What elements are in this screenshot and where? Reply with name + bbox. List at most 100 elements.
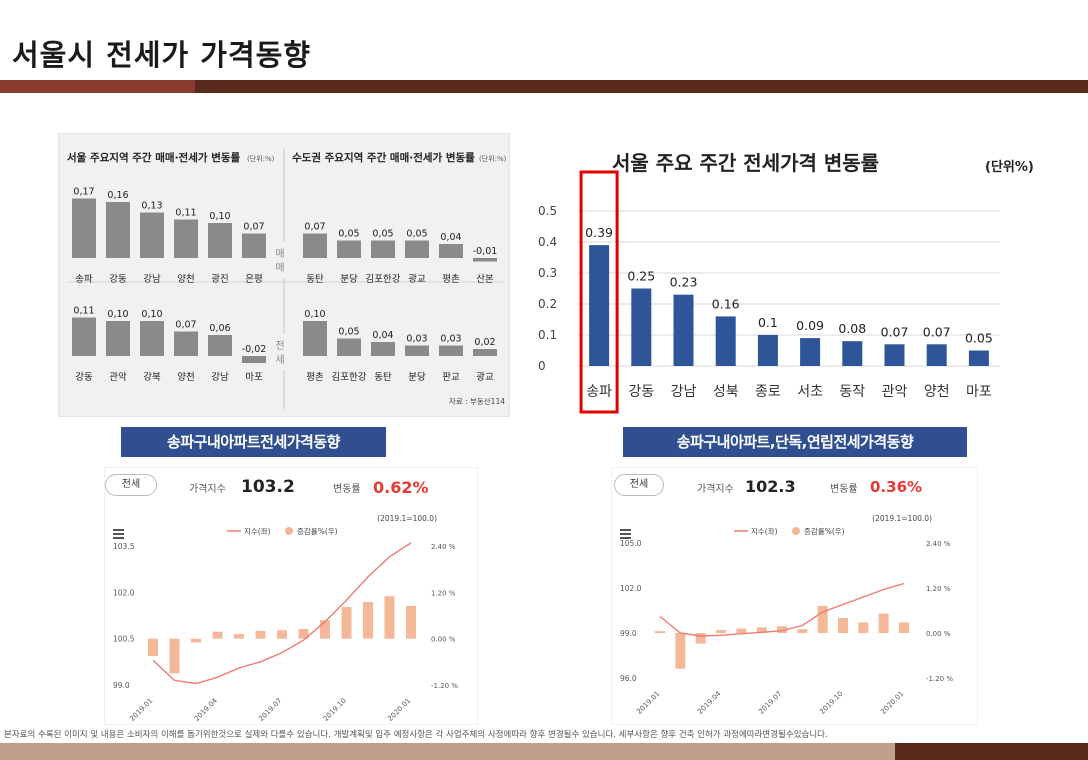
news-category-label: 광교: [408, 273, 426, 285]
bar: [631, 288, 652, 366]
data-label: 0.1: [758, 315, 778, 330]
main-bar-chart: 서울 주요 주간 전세가격 변동률 (단위%) 0 0.1 0.2 0.3 0.4 0.5 0.…: [538, 151, 1034, 414]
y-right-tick: 0.00 %: [431, 636, 456, 644]
news-bar: [106, 321, 130, 356]
news-category-label: 강남: [143, 274, 161, 285]
base-note: (2019.1=100.0): [377, 514, 437, 523]
rate-bar: [838, 618, 848, 633]
y-right-tick: 2.40 %: [431, 543, 456, 551]
rate-bar: [148, 638, 158, 657]
y-left-tick: 102.0: [113, 588, 135, 597]
news-value-label: 0,03: [440, 334, 461, 345]
news-value-label: 0,10: [141, 309, 162, 320]
disclaimer-text: 본자료의 수록된 이미지 및 내용은 소비자의 이해를 돕기위한것으로 실제와 …: [4, 730, 828, 740]
rate-bar: [777, 626, 787, 633]
y-left-tick: 96.0: [620, 674, 637, 683]
category-label: 송파: [586, 384, 612, 400]
main-chart-title: 서울 주요 주간 전세가격 변동률: [612, 151, 879, 175]
y-right-tick: 1.20 %: [926, 585, 951, 593]
rate-bar: [341, 607, 352, 639]
x-tick-label: 2019.07: [757, 690, 783, 716]
news-bar: [337, 240, 361, 258]
news-tag-bg: [267, 242, 293, 278]
rate-bar: [716, 630, 726, 633]
menu-icon[interactable]: [113, 529, 124, 539]
legend-bar-swatch: [285, 527, 293, 535]
news-category-label: 김포한강: [332, 371, 367, 383]
index-label: 가격지수: [697, 484, 734, 495]
news-category-label: 강동: [109, 274, 127, 285]
bar: [589, 245, 610, 366]
x-tick-label: 2019.04: [696, 689, 723, 716]
x-tick-label: 2019.07: [257, 697, 283, 723]
news-left-title: 서울 주요지역 주간 매매·전세가 변동률: [67, 151, 241, 164]
news-value-label: 0,04: [372, 330, 393, 341]
y-right-tick: 2.40 %: [926, 540, 951, 548]
news-category-label: 송파: [75, 274, 93, 285]
news-bar: [303, 321, 327, 356]
news-category-label: 강북: [143, 372, 161, 383]
news-value-label: 0,07: [304, 222, 325, 233]
rate-bar: [817, 606, 828, 633]
y-right-tick: 1.20 %: [431, 589, 456, 597]
y-tick-label: 0.5: [538, 204, 557, 218]
news-category-label: 관악: [109, 371, 127, 383]
news-value-label: 0,05: [338, 229, 359, 240]
news-right-title: 수도권 주요지역 주간 매매·전세가 변동률: [292, 151, 475, 164]
mini1-plot: (2019.1=100.0) 지수(좌) 증감률%(우) 103.5 102.0 100.…: [113, 514, 458, 723]
main-chart-unit: (단위%): [985, 159, 1034, 175]
rate-value: 0.36%: [870, 478, 923, 496]
news-value-label: 0,10: [209, 211, 230, 222]
news-value-label: -0,02: [242, 344, 267, 355]
rate-bar: [675, 633, 686, 669]
rate-bar: [320, 620, 330, 639]
y-tick-label: 0: [538, 359, 546, 373]
news-bar: [174, 331, 198, 356]
y-left-tick: 99.0: [113, 681, 130, 690]
bar: [968, 350, 989, 366]
news-bar: [72, 198, 96, 258]
category-label: 성북: [713, 384, 739, 400]
jeonse-tab-button[interactable]: 전세: [614, 474, 664, 496]
rate-bar: [212, 631, 223, 639]
news-category-label: 마포: [245, 372, 263, 383]
news-category-label: 양천: [177, 274, 194, 285]
y-tick-label: 0.3: [538, 266, 557, 280]
menu-icon[interactable]: [620, 529, 631, 539]
jeonse-tab-button[interactable]: 전세: [105, 474, 157, 496]
footer-bar: [0, 743, 895, 760]
mini2-plot: (2019.1=100.0) 지수(좌) 증감률%(우) 105.0 102.0 99.0…: [620, 514, 953, 716]
news-bar: [303, 233, 327, 258]
base-note: (2019.1=100.0): [872, 514, 932, 523]
rate-bar: [797, 629, 808, 633]
x-tick-label: 2019.10: [322, 697, 348, 723]
news-category-label: 김포한강: [366, 273, 401, 285]
news-category-label: 판교: [442, 372, 460, 383]
news-value-label: 0,03: [406, 334, 427, 345]
x-tick-label: 2020.01: [386, 697, 412, 723]
rate-bar: [655, 631, 665, 633]
news-category-label: 산본: [476, 274, 494, 285]
bar: [842, 341, 863, 366]
category-label: 강동: [628, 384, 654, 400]
news-value-label: 0,07: [175, 320, 196, 331]
rate-label: 변동률: [333, 484, 361, 495]
news-value-label: 0,17: [73, 187, 94, 198]
news-value-label: 0,06: [209, 323, 230, 334]
news-value-label: 0,05: [406, 229, 427, 240]
news-bar: [208, 335, 232, 356]
y-right-tick: -1.20 %: [431, 682, 458, 690]
mini2-caption: 송파구내아파트,단독,연립전세가격동향: [623, 427, 967, 457]
news-value-label: 0,11: [175, 208, 196, 219]
news-bar: [140, 212, 164, 258]
news-category-label: 동탄: [374, 372, 392, 383]
news-bar: [473, 349, 497, 356]
category-label: 동작: [839, 384, 865, 400]
data-label: 0.09: [796, 318, 824, 333]
rate-bar: [878, 613, 889, 633]
news-value-label: 0,13: [141, 201, 162, 212]
mini-chart-1: 전세 가격지수 103.2 변동률 0.62% (2019.1=100.0) 지수…: [104, 467, 478, 725]
rate-bar: [899, 622, 909, 633]
news-value-label: 0,10: [107, 309, 128, 320]
